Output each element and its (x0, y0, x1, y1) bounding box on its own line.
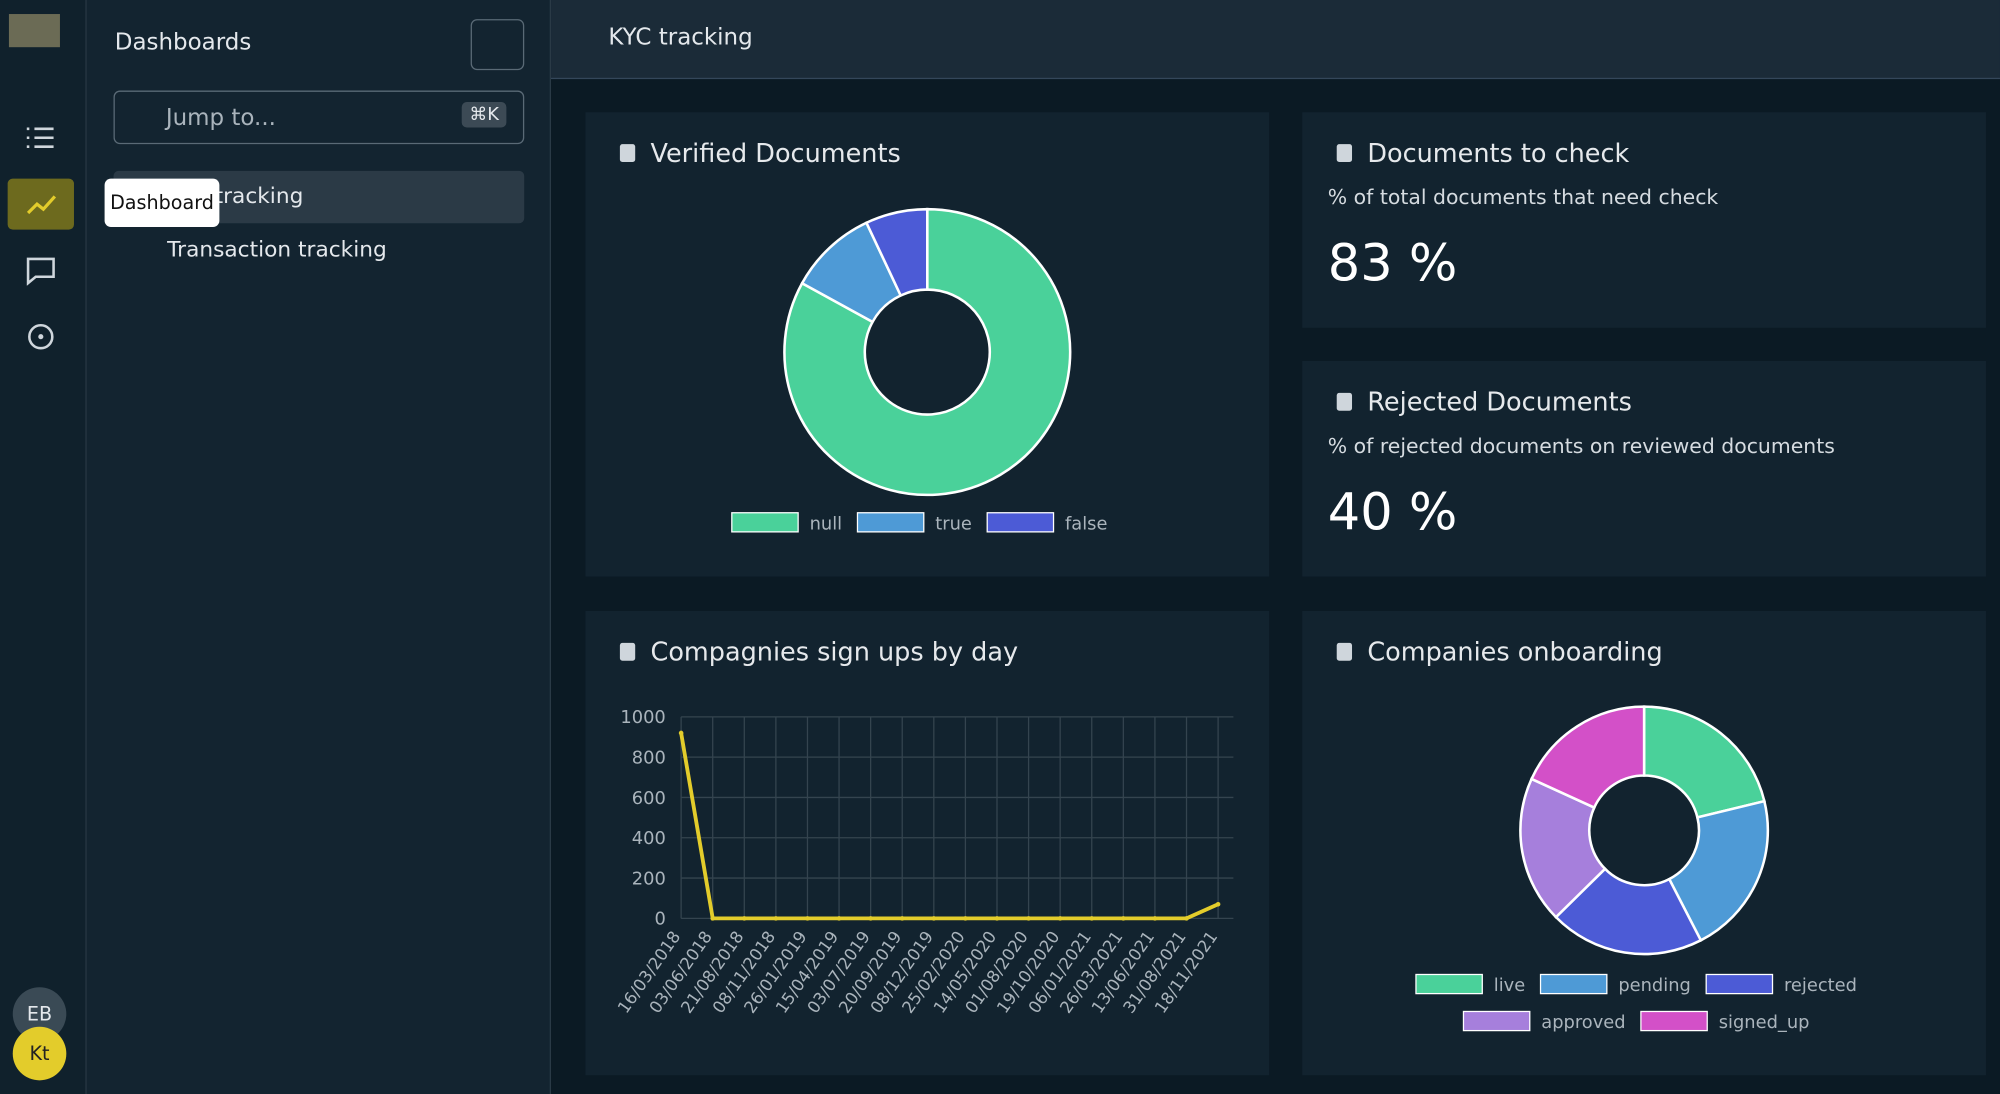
big-number: 40 % (1327, 483, 1458, 543)
legend-swatch (1539, 973, 1608, 995)
panel-subtitle: % of total documents that need check (1327, 184, 1719, 210)
legend-label: true (935, 513, 972, 534)
pie-slice (783, 207, 1072, 497)
y-tick-label: 600 (632, 788, 666, 809)
line-point (836, 916, 842, 921)
big-number: 83 % (1327, 234, 1458, 294)
y-tick-label: 1000 (620, 707, 665, 728)
legend-label: pending (1618, 975, 1691, 996)
pie-slice (1519, 777, 1607, 919)
legend-item: null (731, 512, 843, 534)
panel-title: Rejected Documents (1367, 386, 1632, 418)
chart-icon (26, 195, 57, 215)
legend-item: live (1415, 973, 1525, 996)
line-point (1089, 916, 1095, 921)
panel: Verified Documents null true false (585, 112, 1270, 577)
header: KYC tracking (551, 0, 2000, 80)
history-icon[interactable] (26, 321, 57, 352)
line-point (1121, 916, 1126, 921)
search-box[interactable]: Jump to... ⌘K (113, 90, 525, 145)
sidebar-title: Dashboards (114, 29, 252, 57)
panel-icon (619, 642, 636, 661)
search-placeholder: Jump to... (165, 104, 276, 132)
chart: 0200400600800100016/03/201803/06/201821/… (614, 707, 1234, 1017)
panel-icon (1336, 392, 1353, 411)
line-point (1026, 916, 1031, 921)
dashboard-nav[interactable] (7, 178, 74, 230)
panel: Compagnies sign ups by day 0 200 400 600 800 1… (585, 610, 1270, 1076)
legend-item: pending (1539, 973, 1691, 996)
legend-swatch (986, 512, 1055, 533)
panel: Rejected Documents % of rejected document… (1302, 360, 1986, 577)
panel-icon (1336, 642, 1353, 661)
y-tick-label: 400 (632, 828, 666, 849)
legend-swatch (1462, 1010, 1531, 1032)
panel-icon (619, 144, 636, 162)
legend-swatch (1705, 973, 1774, 995)
y-tick-label: 0 (654, 909, 665, 930)
logo[interactable] (8, 14, 60, 48)
pie-slice (864, 207, 929, 298)
legend-item: false (986, 512, 1107, 534)
legend-swatch (1640, 1010, 1708, 1032)
line-point (1152, 916, 1158, 921)
line-point (994, 916, 1000, 921)
legend-label: signed_up (1719, 1012, 1810, 1033)
panel-subtitle: % of rejected documents on reviewed docu… (1327, 433, 1835, 458)
line-point (710, 916, 716, 921)
avatar[interactable]: Kt (12, 1026, 67, 1081)
panel: Companies onboarding live pending rejected a… (1302, 610, 1986, 1076)
legend-label: approved (1541, 1012, 1625, 1033)
line-series (679, 732, 1219, 921)
legend-item: approved (1462, 1010, 1626, 1033)
line-point (678, 730, 684, 736)
legend-item: true (856, 512, 972, 534)
line-point (931, 916, 937, 921)
shortcut: ⌘K (461, 102, 507, 128)
list-icon[interactable] (26, 122, 57, 153)
legend-item: signed_up (1640, 1010, 1810, 1033)
panel-title: Documents to check (1367, 137, 1630, 169)
collapse-button[interactable] (470, 19, 525, 71)
pie-slice (1529, 705, 1646, 810)
panel-icon (1336, 144, 1353, 162)
icon-rail: EB Kt Dashboard (0, 0, 220, 1094)
line-point (1184, 916, 1189, 921)
line-point (899, 916, 905, 921)
legend-label: null (810, 513, 843, 534)
line-point (1215, 901, 1221, 907)
tooltip: Dashboard (104, 178, 220, 228)
legend-swatch (731, 512, 799, 533)
legend-label: false (1065, 513, 1107, 534)
pie-slice (1554, 867, 1703, 956)
y-tick-label: 200 (632, 868, 666, 889)
legend-label: rejected (1784, 975, 1857, 996)
legend-label: live (1494, 975, 1525, 996)
line-point (773, 916, 779, 921)
chart: null true false (731, 207, 1107, 534)
legend-item: rejected (1705, 973, 1857, 996)
line-point (1057, 916, 1063, 921)
line-point (741, 916, 747, 921)
panel: Documents to check % of total documents t… (1302, 112, 1986, 328)
chat-icon[interactable] (26, 255, 57, 286)
panel-title: Verified Documents (650, 137, 901, 169)
nav-item[interactable]: Transaction tracking (167, 237, 387, 263)
panel-title: Compagnies sign ups by day (650, 636, 1019, 668)
sidebar: Dashboards Jump to... ⌘K KYC tracking Tr… (86, 0, 552, 1094)
legend-swatch (856, 512, 925, 533)
header-title: KYC tracking (608, 24, 753, 52)
line-point (868, 916, 873, 921)
chart: live pending rejected approved signed_up (1415, 705, 1857, 1033)
panel-title: Companies onboarding (1367, 636, 1663, 668)
pie-slice (1642, 705, 1766, 819)
y-tick-label: 800 (632, 748, 666, 769)
legend-swatch (1415, 973, 1483, 995)
line-point (963, 916, 968, 921)
line-point (805, 916, 810, 921)
pie-slice (1667, 799, 1770, 943)
